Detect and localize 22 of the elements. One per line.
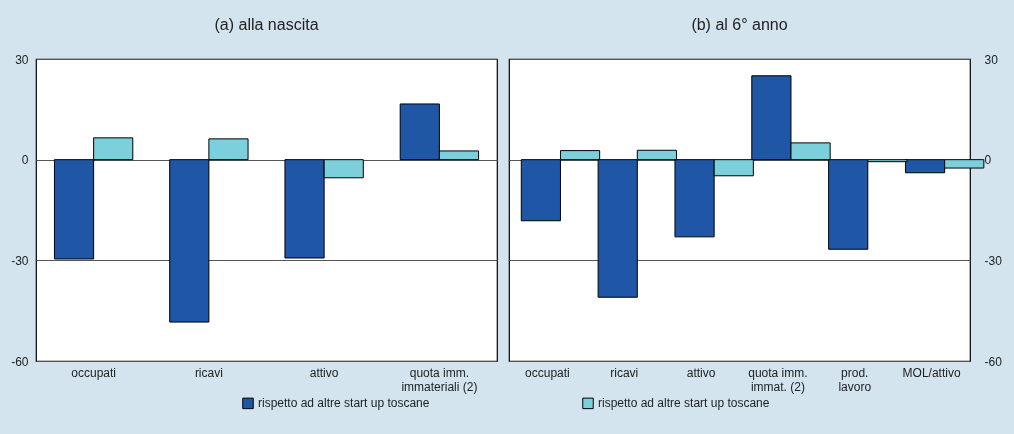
y-tick-label: 0 xyxy=(21,153,29,168)
y-tick-label: -30 xyxy=(11,253,29,268)
y-tick-label: -60 xyxy=(984,354,1003,369)
y-tick-label: -30 xyxy=(984,253,1003,268)
x-tick-label: MOL/attivo xyxy=(902,365,961,380)
y-tick-label: -60 xyxy=(11,354,29,369)
x-tick-label: attivo xyxy=(309,365,339,380)
x-tick-label: occupati xyxy=(71,365,116,380)
legend-label: rispetto ad altre start up toscane xyxy=(258,396,430,411)
y-tick-label: 0 xyxy=(984,153,992,168)
x-tick-label: quota imm. immateriali (2) xyxy=(401,365,478,394)
x-tick-label: occupati xyxy=(525,365,570,380)
x-tick-label: ricavi xyxy=(194,365,223,380)
legend-label: rispetto ad altre start up toscane xyxy=(598,396,770,411)
x-tick-label: prod. lavoro xyxy=(838,365,872,394)
chart-title: (a) alla nascita xyxy=(214,16,319,33)
y-tick-label: 30 xyxy=(984,52,999,67)
x-tick-label: attivo xyxy=(686,365,716,380)
x-tick-label: ricavi xyxy=(610,365,639,380)
chart-title: (b) al 6° anno xyxy=(691,16,788,33)
y-tick-label: 30 xyxy=(15,52,29,67)
x-tick-label: quota imm. immat. (2) xyxy=(748,365,808,394)
